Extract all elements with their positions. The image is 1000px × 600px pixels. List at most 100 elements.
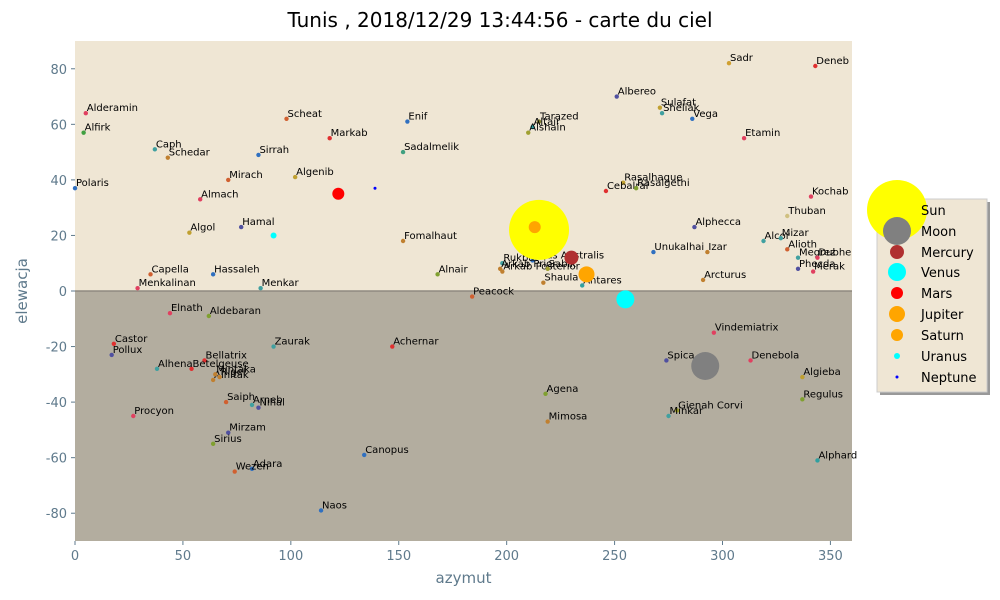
star-point (256, 152, 261, 158)
star-point (748, 358, 753, 363)
star-point (217, 374, 222, 380)
star-point (284, 116, 289, 121)
star-label: Schedar (169, 148, 211, 159)
star-point (167, 311, 173, 316)
y-tick-label: -60 (46, 452, 67, 467)
y-tick-label: 80 (50, 63, 67, 78)
chart-title: Tunis , 2018/12/29 13:44:56 - carte du c… (287, 8, 713, 32)
star-label: Alderamin (87, 103, 138, 114)
star-label: Bellatrix (206, 350, 248, 361)
star-point (795, 255, 801, 260)
star-label: Alnitak (214, 370, 249, 381)
legend-label: Jupiter (920, 308, 964, 323)
star-label: Etamin (745, 128, 780, 139)
x-axis-label: azymut (436, 569, 492, 587)
star-label: Algenib (296, 167, 334, 178)
star-label: Agena (547, 384, 579, 395)
star-label: Mizar (782, 228, 810, 239)
star-point (148, 272, 153, 277)
star-point (258, 286, 263, 291)
star-label: Minkar (670, 406, 704, 417)
star-point (405, 119, 410, 124)
star-point (318, 508, 324, 513)
star-label: Mintaka (216, 364, 256, 375)
star-label: Aldebaran (210, 306, 261, 317)
star-point (541, 280, 546, 285)
star-point (526, 130, 531, 135)
x-tick-label: 250 (602, 549, 627, 564)
star-label: Alphard (818, 450, 857, 461)
y-tick-label: 60 (50, 118, 67, 133)
mars-marker (332, 187, 345, 200)
legend-label: Sun (921, 204, 946, 219)
star-point (778, 236, 783, 241)
star-point (543, 391, 548, 396)
star-point (810, 269, 816, 274)
star-label: Hassaleh (214, 264, 259, 275)
star-label: Altair (534, 117, 561, 128)
legend-label: Moon (921, 225, 956, 240)
star-label: Adara (253, 459, 282, 470)
star-point (808, 194, 814, 199)
star-point (657, 105, 663, 110)
saturn-marker (528, 221, 541, 234)
star-label: Phecda (799, 259, 836, 270)
star-label: Menkar (262, 278, 300, 289)
star-label: Betelgeuse (193, 359, 249, 370)
legend-marker (894, 353, 900, 359)
star-point (249, 402, 255, 408)
star-label: Rasalhague (624, 173, 682, 184)
x-tick-label: 350 (818, 549, 843, 564)
star-point (815, 255, 820, 260)
star-label: Sadr (730, 53, 754, 64)
axis-ticks: 0 50 100 150 200 250 300 350 -80 -60 -40 -20 0 20 40 60… (46, 63, 843, 564)
star-label: Saiph (227, 392, 255, 403)
star-label: Peacock (473, 287, 514, 298)
star-label: Markab (331, 128, 368, 139)
star-point (232, 469, 237, 474)
star-label: Albereo (618, 87, 656, 98)
y-tick-label: -40 (46, 396, 67, 411)
y-tick-label: 20 (50, 229, 67, 244)
star-label: Arkab Posterior (503, 262, 580, 273)
ground-region (75, 291, 852, 541)
star-label: Deneb (816, 56, 849, 67)
star-point (664, 358, 669, 363)
sky-region (75, 41, 852, 291)
star-point (692, 224, 697, 230)
star-point (189, 366, 194, 371)
mercury-marker (564, 250, 579, 265)
star-point (197, 197, 203, 202)
neptune-marker (373, 186, 377, 190)
x-tick-label: 200 (494, 549, 519, 564)
star-point (362, 452, 367, 458)
star-point (621, 180, 626, 185)
star-point (741, 136, 747, 141)
star-label: Mirzam (229, 423, 266, 434)
star-label: Vindemiatrix (715, 323, 779, 334)
star-point (292, 174, 298, 180)
x-tick-label: 150 (386, 549, 411, 564)
star-label: Cebalrai (607, 181, 648, 192)
star-label: Vega (693, 109, 718, 120)
star-label: Kochab (812, 187, 849, 198)
legend-label: Uranus (921, 350, 967, 365)
legend: Sun Moon Mercury Venus Mars Jupiter Saturn Uran… (867, 180, 990, 395)
star-label: Fomalhaut (404, 231, 457, 242)
star-point (271, 344, 276, 349)
legend-marker (891, 287, 903, 299)
star-label: Alcor (765, 231, 791, 242)
star-point (154, 366, 160, 371)
star-label: Wezen (236, 462, 269, 473)
star-point (109, 352, 114, 358)
star-point (469, 294, 475, 299)
star-label: Antares (583, 275, 621, 286)
star-point (603, 188, 609, 194)
star-label: Gienah Corvi (678, 400, 743, 411)
star-label: Unukalhai (654, 242, 704, 253)
star-point (614, 94, 619, 99)
star-point (165, 155, 171, 160)
x-tick-label: 300 (710, 549, 735, 564)
star-point (545, 419, 550, 424)
